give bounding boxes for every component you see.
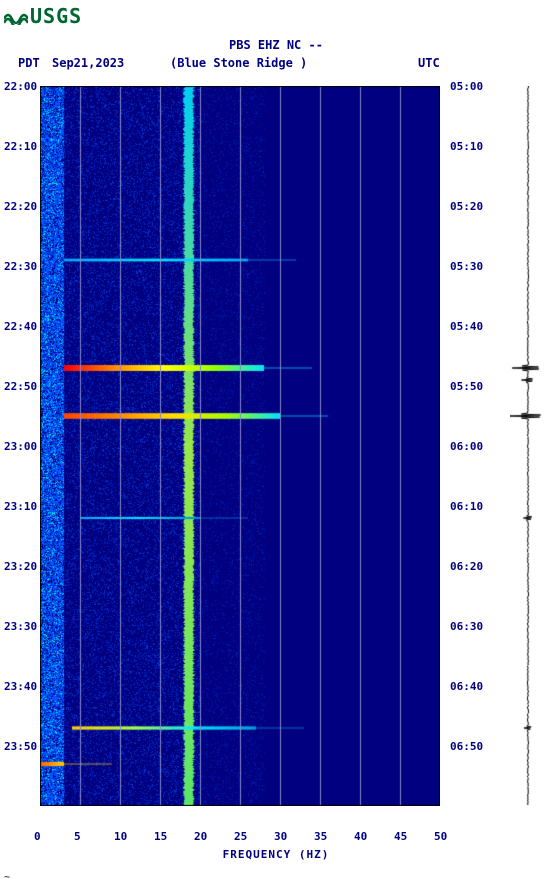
freq-tick: 25 (234, 830, 247, 843)
right-time-tick: 06:40 (450, 680, 483, 693)
station-label: (Blue Stone Ridge ) (170, 56, 307, 70)
right-time-tick: 05:20 (450, 200, 483, 213)
left-time-tick: 23:50 (4, 740, 37, 753)
right-time-tick: 05:50 (450, 380, 483, 393)
left-time-tick: 22:10 (4, 140, 37, 153)
freq-tick: 30 (274, 830, 287, 843)
freq-tick: 45 (394, 830, 407, 843)
left-time-tick: 23:40 (4, 680, 37, 693)
left-time-tick: 22:00 (4, 80, 37, 93)
right-time-tick: 06:30 (450, 620, 483, 633)
right-time-tick: 05:30 (450, 260, 483, 273)
chart-title: PBS EHZ NC -- (0, 38, 552, 52)
logo-text: USGS (30, 4, 82, 28)
right-timezone-label: UTC (418, 56, 440, 70)
spectrogram-canvas (40, 86, 440, 806)
freq-tick: 35 (314, 830, 327, 843)
right-time-tick: 05:10 (450, 140, 483, 153)
footer-mark: ~ (4, 872, 10, 883)
freq-tick: 0 (34, 830, 41, 843)
right-time-tick: 05:00 (450, 80, 483, 93)
left-time-tick: 23:20 (4, 560, 37, 573)
left-timezone-label: PDT (18, 56, 40, 70)
right-time-tick: 06:50 (450, 740, 483, 753)
frequency-axis-title: FREQUENCY (HZ) (0, 848, 552, 861)
right-time-tick: 06:20 (450, 560, 483, 573)
left-time-tick: 23:00 (4, 440, 37, 453)
left-time-tick: 22:20 (4, 200, 37, 213)
freq-tick: 40 (354, 830, 367, 843)
left-time-tick: 22:30 (4, 260, 37, 273)
left-time-tick: 23:30 (4, 620, 37, 633)
usgs-logo: USGS (4, 4, 82, 30)
freq-tick: 15 (154, 830, 167, 843)
left-time-tick: 22:50 (4, 380, 37, 393)
amplitude-trace-canvas (510, 86, 546, 806)
right-time-tick: 06:00 (450, 440, 483, 453)
right-time-tick: 06:10 (450, 500, 483, 513)
left-time-tick: 23:10 (4, 500, 37, 513)
freq-tick: 50 (434, 830, 447, 843)
right-time-tick: 05:40 (450, 320, 483, 333)
freq-tick: 10 (114, 830, 127, 843)
freq-tick: 20 (194, 830, 207, 843)
left-time-tick: 22:40 (4, 320, 37, 333)
date-label: Sep21,2023 (52, 56, 124, 70)
freq-tick: 5 (74, 830, 81, 843)
